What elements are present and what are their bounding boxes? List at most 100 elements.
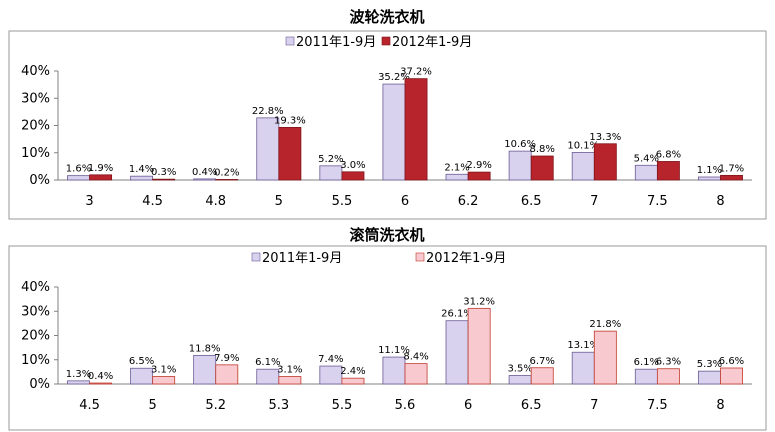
x-category-label: 5.3 (268, 398, 289, 413)
legend-swatch (381, 36, 391, 46)
bar-2011 (256, 117, 280, 181)
chart-title: 滚筒洗衣机 (349, 226, 424, 244)
data-label: 1.7% (719, 163, 744, 174)
data-label: 0.4% (88, 371, 113, 382)
legend-swatch (251, 252, 261, 262)
chart-title: 波轮洗衣机 (349, 8, 424, 26)
bar-2012 (656, 161, 680, 181)
data-label: 6.7% (530, 356, 555, 367)
data-label: 11.1% (378, 345, 410, 356)
data-label: 6.1% (255, 357, 280, 368)
data-label: 1.4% (129, 164, 154, 175)
chart-frame (8, 245, 767, 431)
bar-2011 (508, 150, 532, 181)
bar-2011 (67, 380, 90, 385)
bar-2011 (445, 173, 469, 181)
x-category-label: 5.6 (395, 398, 416, 413)
data-label: 26.1% (441, 309, 473, 320)
legend-swatch (285, 36, 295, 46)
data-label: 3.0% (340, 160, 365, 171)
bar-2012 (278, 376, 302, 385)
legend-label: 2012年1-9月 (426, 251, 506, 266)
x-category-label: 5 (275, 194, 283, 209)
data-label: 11.8% (189, 343, 221, 354)
data-label: 22.8% (252, 106, 284, 117)
y-tick-label: 20% (21, 329, 50, 344)
y-tick-label: 40% (21, 280, 50, 295)
y-tick-label: 10% (21, 353, 50, 368)
x-category-label: 7 (590, 398, 598, 413)
x-category-label: 6 (464, 398, 472, 413)
y-tick-label: 0% (29, 377, 50, 392)
data-label: 1.1% (697, 165, 722, 176)
chart-wave-washer: 波轮洗衣机 2011年1-9月 2012年1-9月 0% 10% 20% 30% 40% 1.6… (8, 8, 767, 220)
data-label: 5.4% (634, 153, 659, 164)
bar-2011 (382, 83, 406, 181)
chart-svg-drum-washer: 滚筒洗衣机 2011年1-9月 2012年1-9月 0% 10% 20% 30% 40% 1.3… (8, 226, 767, 431)
data-label: 0.2% (214, 167, 239, 178)
x-category-label: 7 (590, 194, 598, 209)
x-category-label: 8 (716, 194, 724, 209)
bar-2011 (130, 175, 154, 181)
x-category-label: 6.5 (521, 194, 542, 209)
y-tick-label: 0% (29, 173, 50, 188)
bar-2012 (89, 174, 113, 181)
data-label: 6.3% (656, 357, 681, 368)
chart-svg-wave-washer: 波轮洗衣机 2011年1-9月 2012年1-9月 0% 10% 20% 30% 40% 1.6… (8, 8, 767, 220)
bar-2012 (215, 364, 239, 385)
bar-2012 (278, 127, 302, 181)
data-label: 35.2% (378, 72, 410, 83)
bar-2011 (634, 368, 658, 385)
legend-label: 2011年1-9月 (262, 251, 342, 266)
bar-2012 (341, 171, 365, 181)
y-tick-label: 30% (21, 91, 50, 106)
x-category-label: 4.5 (142, 194, 163, 209)
data-label: 6.5% (129, 356, 154, 367)
bar-2011 (319, 165, 343, 181)
legend-swatch (415, 252, 425, 262)
y-tick-label: 10% (21, 146, 50, 161)
data-label: 7.9% (214, 353, 239, 364)
bar-2012 (593, 330, 617, 385)
bar-2011 (571, 152, 595, 181)
data-label: 2.9% (466, 160, 491, 171)
data-label: 2.4% (340, 366, 365, 377)
data-label: 5.2% (318, 154, 343, 165)
bar-2011 (130, 367, 154, 385)
bar-2011 (319, 365, 343, 385)
bar-2011 (571, 351, 595, 385)
bar-2012 (152, 178, 176, 181)
x-category-label: 6.5 (521, 398, 542, 413)
y-tick-label: 30% (21, 304, 50, 319)
data-label: 1.3% (66, 369, 91, 380)
data-label: 10.1% (567, 140, 599, 151)
bar-2012 (720, 174, 743, 181)
bar-2011 (634, 164, 658, 181)
data-label: 0.3% (151, 167, 176, 178)
bar-2012 (89, 382, 113, 385)
data-label: 3.5% (507, 364, 532, 375)
bar-2012 (341, 377, 365, 385)
data-label: 3.1% (151, 364, 176, 375)
data-label: 2.1% (444, 162, 469, 173)
bar-2012 (404, 363, 428, 385)
x-category-label: 6 (401, 194, 409, 209)
data-label: 0.4% (192, 167, 217, 178)
data-label: 1.9% (88, 163, 113, 174)
bar-2012 (656, 368, 680, 385)
x-category-label: 5.2 (205, 398, 226, 413)
data-label: 21.8% (589, 319, 621, 330)
bar-2011 (193, 178, 217, 181)
y-tick-label: 40% (21, 64, 50, 79)
chart-drum-washer: 滚筒洗衣机 2011年1-9月 2012年1-9月 0% 10% 20% 30% 40% 1.3… (0, 224, 775, 432)
bar-2011 (382, 356, 406, 385)
bar-2012 (530, 367, 554, 385)
data-label: 1.6% (66, 164, 91, 175)
bar-2011 (67, 175, 90, 181)
data-label: 6.6% (719, 356, 744, 367)
x-category-label: 7.5 (647, 398, 668, 413)
bar-2012 (530, 155, 554, 181)
x-category-label: 3 (85, 194, 93, 209)
legend-label: 2011年1-9月 (296, 35, 376, 50)
y-tick-label: 20% (21, 119, 50, 134)
